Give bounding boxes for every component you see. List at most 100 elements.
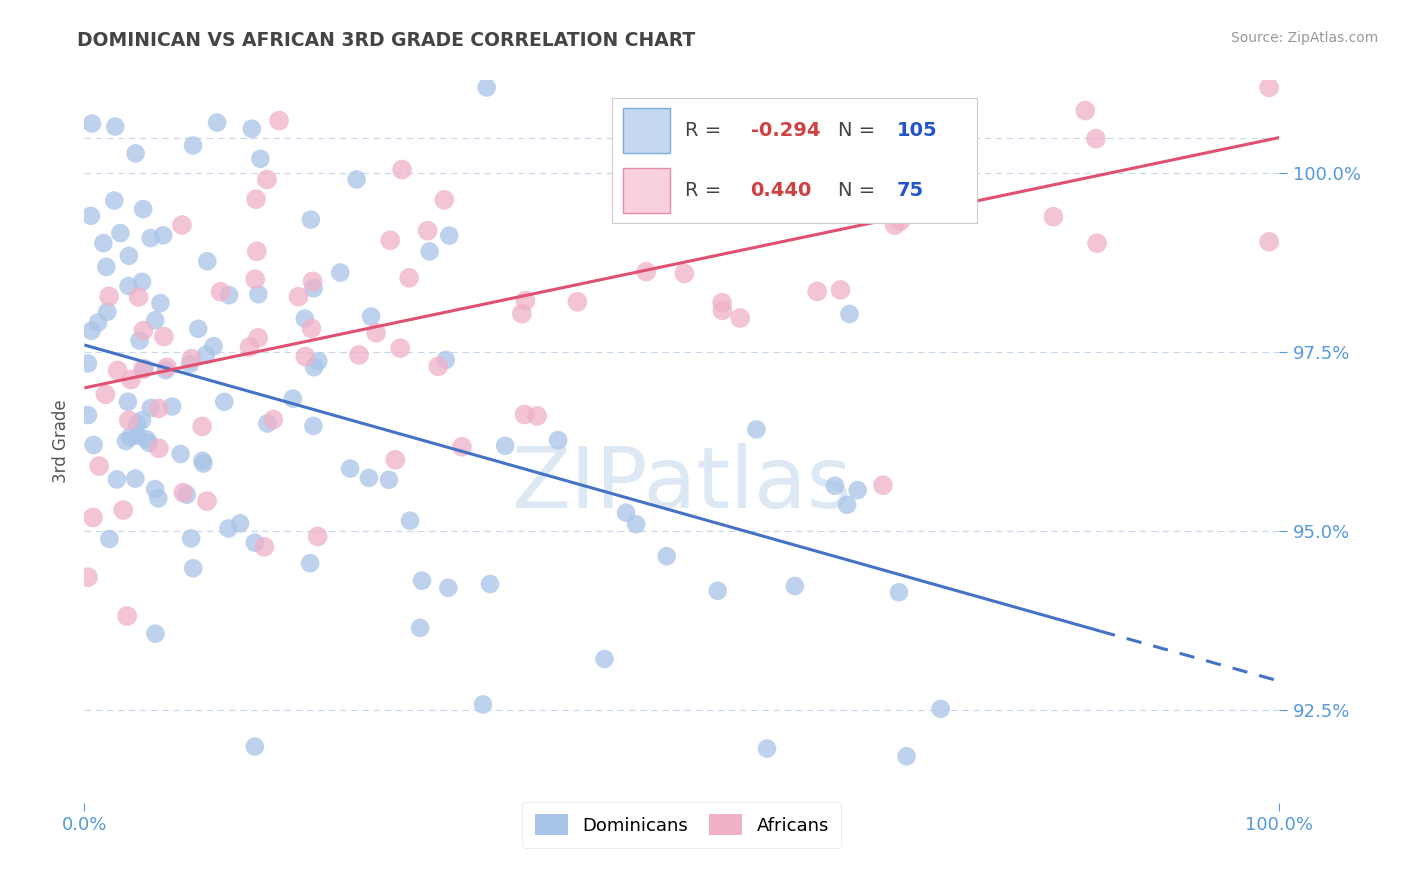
Point (118, 413, 141, 427)
Point (218, 288, 240, 302)
Point (170, 218, 193, 232)
Point (195, 494, 218, 508)
Point (149, 296, 172, 310)
Point (711, 295, 734, 310)
Point (87, 316, 110, 330)
Point (1074, 103, 1097, 118)
Point (389, 341, 412, 355)
Point (148, 491, 170, 506)
Text: N =: N = (838, 181, 882, 200)
Point (240, 121, 263, 136)
Point (929, 702, 952, 716)
Point (238, 340, 260, 354)
Point (120, 373, 142, 387)
Point (191, 454, 214, 468)
Text: Source: ZipAtlas.com: Source: ZipAtlas.com (1230, 31, 1378, 45)
Point (143, 313, 166, 327)
Point (131, 413, 153, 427)
Point (360, 310, 382, 324)
Text: 0.440: 0.440 (751, 181, 811, 200)
Point (115, 434, 138, 448)
Point (1084, 132, 1107, 146)
Text: ZIPatlas: ZIPatlas (512, 443, 852, 526)
Point (479, 577, 502, 591)
Point (180, 351, 202, 366)
Point (294, 311, 316, 326)
Point (214, 395, 236, 409)
Point (245, 192, 267, 206)
Point (908, 164, 931, 178)
Point (135, 432, 157, 446)
Point (262, 412, 284, 426)
Point (169, 447, 191, 461)
Point (679, 200, 702, 214)
Point (148, 401, 170, 416)
Point (202, 339, 225, 353)
Point (427, 359, 450, 374)
Point (870, 194, 893, 208)
Point (124, 472, 146, 486)
Point (835, 106, 858, 120)
Point (329, 266, 352, 280)
Point (357, 471, 380, 485)
Point (105, 472, 128, 486)
Point (181, 138, 204, 153)
Point (246, 244, 269, 259)
Point (181, 561, 204, 575)
Point (756, 741, 779, 756)
Point (139, 231, 162, 245)
Point (104, 120, 127, 134)
Point (172, 485, 194, 500)
Text: R =: R = (685, 181, 727, 200)
Point (80, 117, 103, 131)
Point (77, 408, 100, 422)
Point (125, 417, 148, 431)
Point (346, 172, 368, 186)
Point (131, 275, 153, 289)
Point (783, 579, 806, 593)
Point (835, 498, 858, 512)
Point (128, 290, 150, 304)
Point (547, 433, 569, 447)
Point (117, 394, 139, 409)
Point (1258, 235, 1281, 249)
Point (217, 521, 239, 535)
Point (399, 514, 422, 528)
Point (132, 324, 155, 338)
Point (195, 254, 218, 268)
Point (887, 585, 910, 599)
Point (830, 283, 852, 297)
Point (281, 392, 304, 406)
Point (307, 354, 329, 368)
Point (307, 529, 329, 543)
Point (907, 156, 929, 170)
Point (110, 226, 132, 240)
Point (93, 236, 115, 251)
Point (475, 80, 498, 95)
Point (194, 348, 217, 362)
Point (249, 152, 271, 166)
Point (299, 556, 322, 570)
Point (384, 452, 406, 467)
Point (636, 265, 658, 279)
Y-axis label: 3rd Grade: 3rd Grade (52, 400, 70, 483)
Bar (623, 168, 671, 213)
Point (302, 418, 325, 433)
Point (846, 483, 869, 498)
Text: -0.294: -0.294 (751, 121, 820, 140)
Point (409, 621, 432, 635)
Point (94, 387, 117, 401)
Point (419, 244, 441, 259)
Point (191, 419, 214, 434)
Point (247, 287, 270, 301)
Point (439, 228, 461, 243)
Point (673, 267, 696, 281)
Point (706, 583, 728, 598)
Point (87, 459, 110, 474)
Point (593, 652, 616, 666)
Point (301, 274, 323, 288)
Point (124, 146, 146, 161)
Point (256, 172, 278, 186)
Point (187, 322, 209, 336)
Text: 105: 105 (897, 121, 938, 140)
